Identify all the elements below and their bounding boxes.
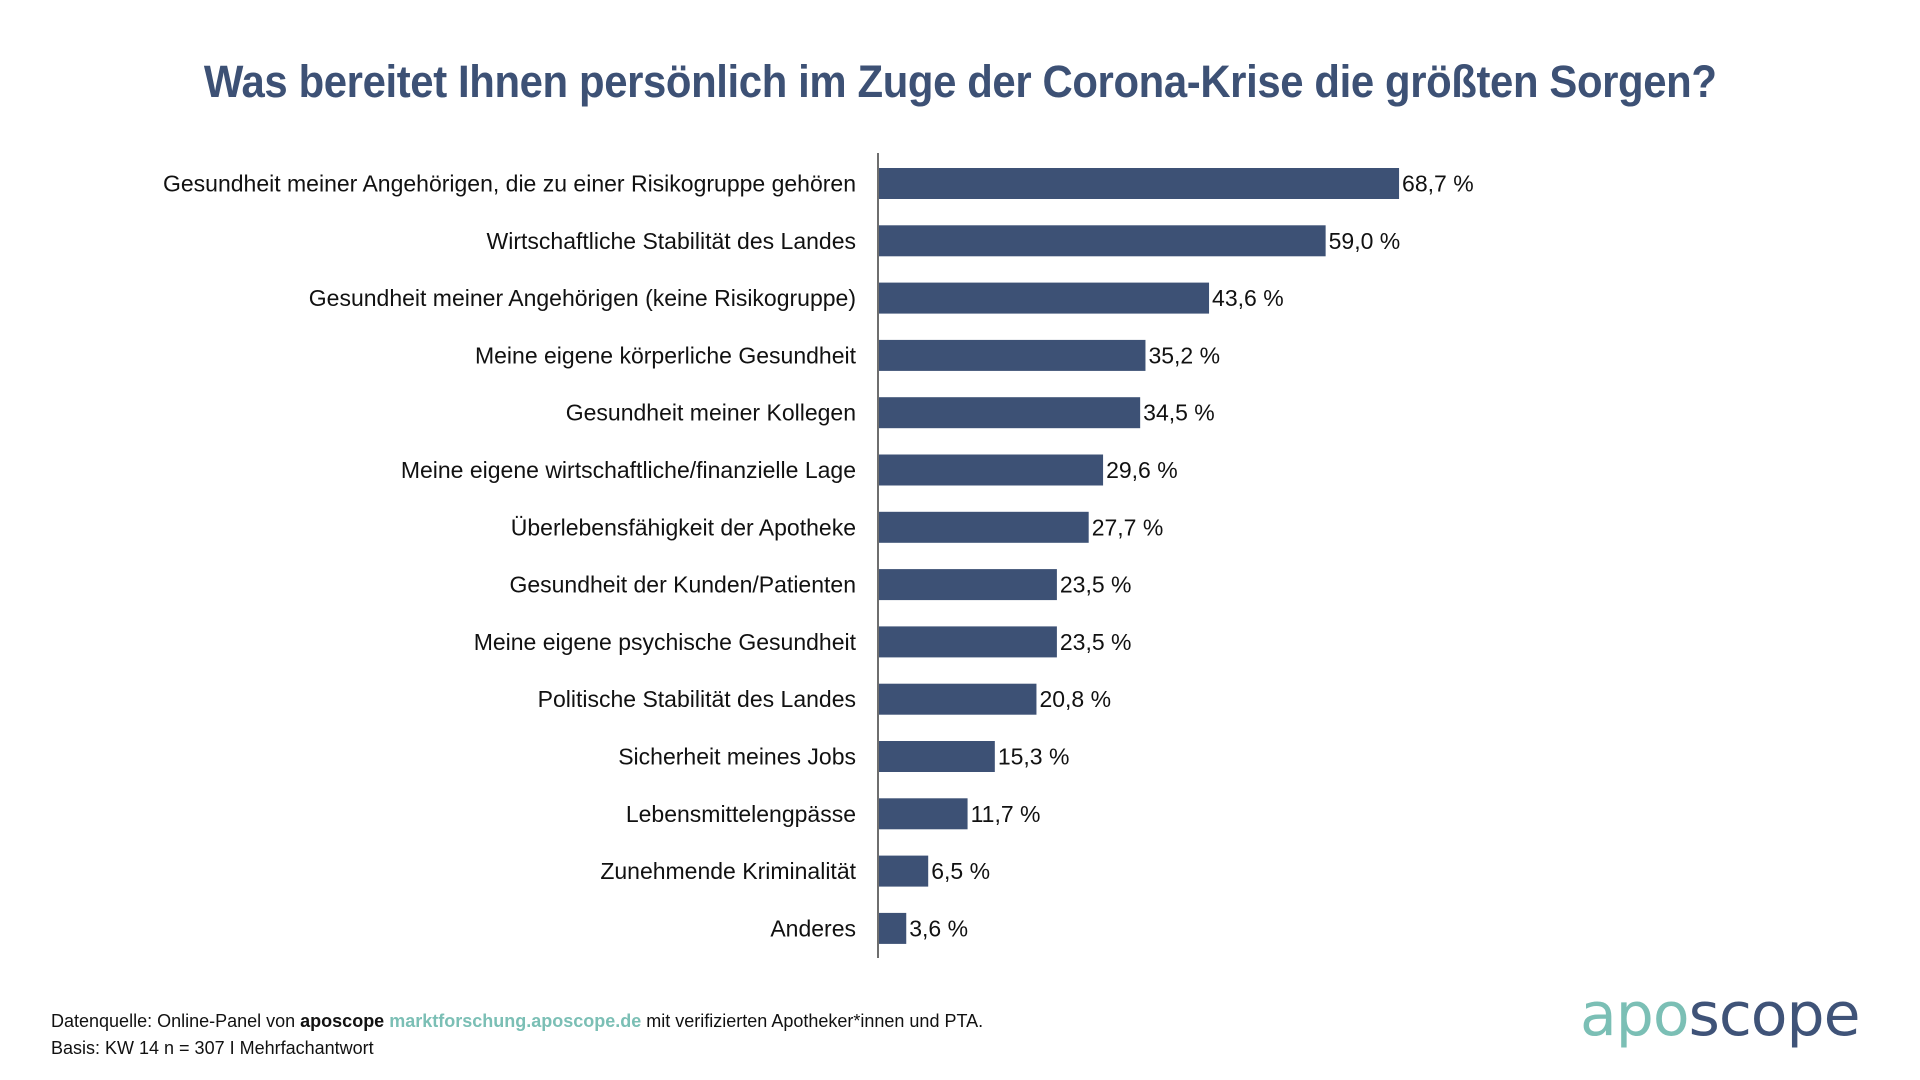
footer: Datenquelle: Online-Panel von aposcope m… xyxy=(51,1008,983,1062)
value-label: 23,5 % xyxy=(1060,572,1132,598)
bar xyxy=(879,454,1104,486)
logo-part-scope: scope xyxy=(1688,980,1861,1050)
category-label: Wirtschaftliche Stabilität des Landes xyxy=(487,228,856,254)
value-label: 43,6 % xyxy=(1212,285,1284,311)
basis-line: Basis: KW 14 n = 307 I Mehrfachantwort xyxy=(51,1038,374,1058)
value-label: 35,2 % xyxy=(1148,342,1220,368)
category-label: Gesundheit meiner Angehörigen, die zu ei… xyxy=(163,171,856,197)
category-label: Überlebensfähigkeit der Apotheke xyxy=(511,514,856,540)
source-brand: aposcope xyxy=(300,1011,385,1031)
category-label: Politische Stabilität des Landes xyxy=(538,686,856,712)
value-label: 68,7 % xyxy=(1402,171,1474,197)
bar xyxy=(879,855,929,887)
category-label: Gesundheit der Kunden/Patienten xyxy=(509,572,856,598)
value-label: 11,7 % xyxy=(971,801,1041,827)
bar xyxy=(879,683,1037,715)
chart-title: Was bereitet Ihnen persönlich im Zuge de… xyxy=(0,56,1920,108)
value-label: 15,3 % xyxy=(998,744,1070,770)
bar xyxy=(879,282,1210,314)
source-link[interactable]: marktforschung.aposcope.de xyxy=(389,1011,642,1031)
bar-chart: Gesundheit meiner Angehörigen, die zu ei… xyxy=(163,153,1474,958)
bar xyxy=(879,569,1057,601)
bar xyxy=(879,741,995,772)
value-label: 20,8 % xyxy=(1039,686,1111,712)
bar xyxy=(879,511,1089,543)
bars-group: Gesundheit meiner Angehörigen, die zu ei… xyxy=(163,168,1474,944)
value-label: 59,0 % xyxy=(1329,228,1401,254)
category-label: Zunehmende Kriminalität xyxy=(600,858,856,884)
bar xyxy=(879,626,1057,658)
category-label: Gesundheit meiner Angehörigen (keine Ris… xyxy=(309,285,856,311)
value-label: 34,5 % xyxy=(1143,400,1215,426)
logo-part-apo: apo xyxy=(1580,980,1690,1050)
bar xyxy=(879,798,968,830)
value-label: 3,6 % xyxy=(909,915,968,941)
source-suffix: mit verifizierten Apotheker*innen und PT… xyxy=(641,1011,984,1031)
value-label: 6,5 % xyxy=(931,858,990,884)
source-prefix: Datenquelle: Online-Panel von xyxy=(51,1011,301,1031)
value-label: 29,6 % xyxy=(1106,457,1178,483)
category-label: Sicherheit meines Jobs xyxy=(618,744,856,770)
aposcope-logo: aposcope xyxy=(1580,985,1861,1045)
bar xyxy=(879,397,1141,429)
bar xyxy=(879,168,1400,199)
category-label: Meine eigene psychische Gesundheit xyxy=(474,629,857,655)
chart-title-text: Was bereitet Ihnen persönlich im Zuge de… xyxy=(203,56,1717,107)
category-label: Meine eigene körperliche Gesundheit xyxy=(475,342,857,368)
source-line: Datenquelle: Online-Panel von aposcope m… xyxy=(51,1008,983,1035)
category-label: Meine eigene wirtschaftliche/finanzielle… xyxy=(401,457,856,483)
value-label: 27,7 % xyxy=(1092,514,1164,540)
category-label: Gesundheit meiner Kollegen xyxy=(566,400,856,426)
value-label: 23,5 % xyxy=(1060,629,1132,655)
bar xyxy=(879,339,1146,371)
category-label: Lebensmittelengpässe xyxy=(626,801,856,827)
category-label: Anderes xyxy=(770,915,856,941)
bar xyxy=(879,225,1326,257)
bar xyxy=(879,912,907,944)
